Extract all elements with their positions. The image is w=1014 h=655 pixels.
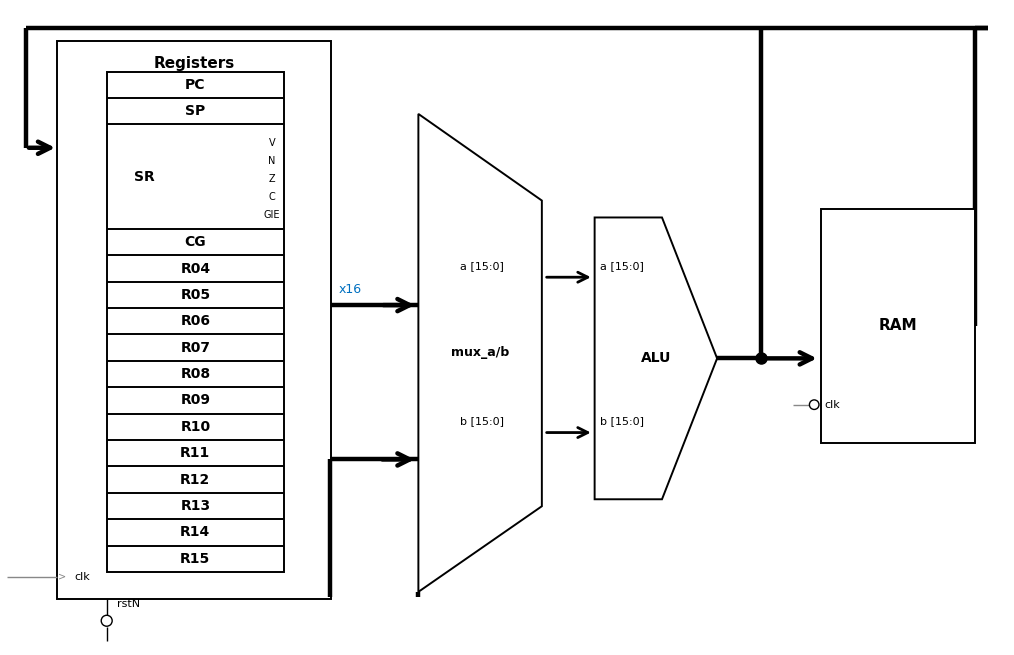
Text: R13: R13	[180, 499, 210, 513]
Text: x16: x16	[339, 283, 362, 296]
Text: GIE: GIE	[264, 210, 280, 220]
Text: clk: clk	[75, 572, 90, 582]
Bar	[106, 71, 284, 572]
Text: >: >	[58, 572, 66, 582]
Text: R07: R07	[180, 341, 210, 354]
Text: R06: R06	[180, 314, 210, 328]
Text: R11: R11	[180, 446, 211, 460]
Text: b [15:0]: b [15:0]	[599, 417, 644, 426]
Text: R05: R05	[180, 288, 210, 302]
Text: mux_a/b: mux_a/b	[451, 346, 509, 360]
Text: PC: PC	[186, 78, 206, 92]
Text: N: N	[269, 156, 276, 166]
Text: RAM: RAM	[878, 318, 917, 333]
Text: R10: R10	[180, 420, 210, 434]
Text: Registers: Registers	[153, 56, 234, 71]
Polygon shape	[419, 114, 541, 592]
Text: clk: clk	[824, 400, 841, 409]
Text: b [15:0]: b [15:0]	[460, 417, 504, 426]
Text: R14: R14	[180, 525, 211, 539]
Text: CG: CG	[185, 235, 206, 249]
Bar	[820, 208, 975, 443]
Text: a [15:0]: a [15:0]	[460, 261, 504, 271]
Circle shape	[101, 615, 113, 626]
Text: R15: R15	[180, 552, 211, 566]
Text: Z: Z	[269, 174, 276, 184]
Circle shape	[809, 400, 819, 409]
Text: a [15:0]: a [15:0]	[599, 261, 644, 271]
Text: rstN: rstN	[117, 599, 140, 609]
Text: R09: R09	[180, 394, 210, 407]
Text: ALU: ALU	[641, 351, 671, 365]
Text: R12: R12	[180, 473, 211, 487]
Bar	[57, 41, 331, 599]
Text: SP: SP	[186, 104, 206, 118]
Text: R08: R08	[180, 367, 210, 381]
Text: V: V	[269, 138, 276, 148]
Text: SR: SR	[134, 170, 155, 183]
Text: C: C	[269, 192, 276, 202]
Text: R04: R04	[180, 261, 210, 276]
Polygon shape	[594, 217, 717, 499]
